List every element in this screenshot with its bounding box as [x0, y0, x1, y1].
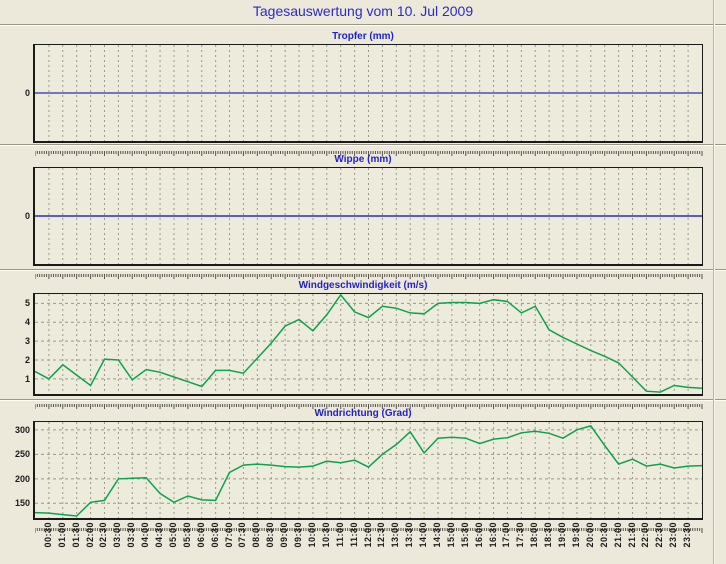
- x-tick-label: 16:00: [473, 522, 484, 548]
- data-line: [34, 293, 703, 393]
- x-tick-label: 17:00: [501, 522, 512, 548]
- x-tick-label: 20:00: [584, 522, 595, 548]
- y-tick-label: 5: [24, 298, 30, 309]
- panel-tropfer: Tropfer (mm) 0: [0, 24, 726, 156]
- y-tick-label: 0: [24, 211, 30, 221]
- x-tick-label: 03:00: [112, 522, 123, 548]
- x-tick-label: 04:30: [154, 522, 165, 548]
- x-tick-label: 23:30: [682, 522, 693, 548]
- chart-title-windgeschwindigkeit: Windgeschwindigkeit (m/s): [298, 280, 428, 291]
- chart-canvas: [35, 168, 702, 264]
- x-tick-label: 05:30: [181, 522, 192, 548]
- y-tick-label: 3: [24, 336, 30, 347]
- panel-wippe: Wippe (mm) 0: [0, 144, 726, 279]
- plot-windrichtung: [33, 421, 703, 520]
- x-tick-label: 18:00: [529, 522, 540, 548]
- x-tick-label: 11:00: [334, 522, 345, 548]
- x-tick-label: 23:00: [668, 522, 679, 548]
- window-edge-groove: [713, 0, 715, 564]
- x-tick-label: 13:30: [404, 522, 415, 548]
- x-tick-label: 22:30: [654, 522, 665, 548]
- x-tick-label: 10:00: [306, 522, 317, 548]
- y-tick-label: 1: [24, 373, 30, 384]
- y-tick-label: 250: [14, 449, 30, 460]
- x-axis-ticks: [34, 151, 703, 156]
- x-tick-label: 06:00: [195, 522, 206, 548]
- x-tick-label: 11:30: [348, 522, 359, 548]
- x-axis-tick-strip: [34, 266, 703, 279]
- chart-title-tropfer: Tropfer (mm): [332, 31, 394, 42]
- x-tick-label: 15:00: [445, 522, 456, 548]
- panel-windrichtung: Windrichtung (Grad) 150 200 250 300 00:30 01:…: [0, 399, 726, 564]
- plot-tropfer: [33, 44, 703, 143]
- x-axis-ticks: [34, 528, 703, 533]
- x-tick-label: 03:30: [126, 522, 137, 548]
- x-tick-label: 21:30: [626, 522, 637, 548]
- x-tick-label: 06:30: [209, 522, 220, 548]
- x-tick-label: 02:00: [84, 522, 95, 548]
- x-axis-ticks: [34, 404, 703, 409]
- x-axis-ticks: [34, 274, 703, 279]
- data-line: [34, 425, 703, 517]
- page-title: Tagesauswertung vom 10. Jul 2009: [252, 3, 474, 19]
- chart-canvas: [34, 293, 703, 394]
- x-tick-label: 19:00: [557, 522, 568, 548]
- y-tick-label: 300: [14, 424, 30, 435]
- x-tick-label: 14:00: [418, 522, 429, 548]
- x-tick-label: 09:00: [279, 522, 290, 548]
- x-tick-label: 12:00: [362, 522, 373, 548]
- x-tick-label: 20:30: [598, 522, 609, 548]
- x-tick-label: 22:00: [640, 522, 651, 548]
- y-tick-label: 200: [14, 473, 30, 484]
- x-tick-label: 15:30: [459, 522, 470, 548]
- plot-wippe: [33, 167, 703, 266]
- chart-canvas: [35, 45, 702, 141]
- x-tick-label: 09:30: [293, 522, 304, 548]
- panel-windgeschwindigkeit: Windgeschwindigkeit (m/s) 1 2 3 4 5: [0, 269, 726, 409]
- x-tick-label: 08:30: [265, 522, 276, 548]
- x-tick-label: 14:30: [431, 522, 442, 548]
- x-tick-label: 05:00: [167, 522, 178, 548]
- plot-windgeschwindigkeit: [33, 293, 703, 396]
- x-tick-label: 21:00: [612, 522, 623, 548]
- x-axis-tick-strip: [34, 396, 703, 409]
- x-tick-label: 10:30: [320, 522, 331, 548]
- x-tick-label: 08:00: [251, 522, 262, 548]
- y-tick-label: 0: [24, 88, 30, 98]
- chart-title-windrichtung: Windrichtung (Grad): [314, 408, 412, 419]
- x-axis-tick-strip: [34, 520, 703, 533]
- y-tick-label: 150: [14, 498, 30, 509]
- x-tick-label: 16:30: [487, 522, 498, 548]
- x-tick-label: 01:00: [56, 522, 67, 548]
- chart-canvas: [34, 422, 703, 518]
- y-tick-label: 2: [24, 355, 30, 366]
- x-tick-label: 18:30: [543, 522, 554, 548]
- x-tick-label: 07:00: [223, 522, 234, 548]
- x-tick-label: 01:30: [70, 522, 81, 548]
- x-tick-label: 07:30: [237, 522, 248, 548]
- x-axis-tick-strip: [34, 143, 703, 156]
- x-tick-label: 13:00: [390, 522, 401, 548]
- x-tick-label: 02:30: [98, 522, 109, 548]
- x-tick-label: 17:30: [515, 522, 526, 548]
- x-tick-label: 19:30: [570, 522, 581, 548]
- x-tick-label: 04:00: [140, 522, 151, 548]
- y-tick-label: 4: [24, 317, 30, 328]
- chart-title-wippe: Wippe (mm): [334, 154, 392, 165]
- x-tick-label: 12:30: [376, 522, 387, 548]
- x-tick-label: 00:30: [42, 522, 53, 548]
